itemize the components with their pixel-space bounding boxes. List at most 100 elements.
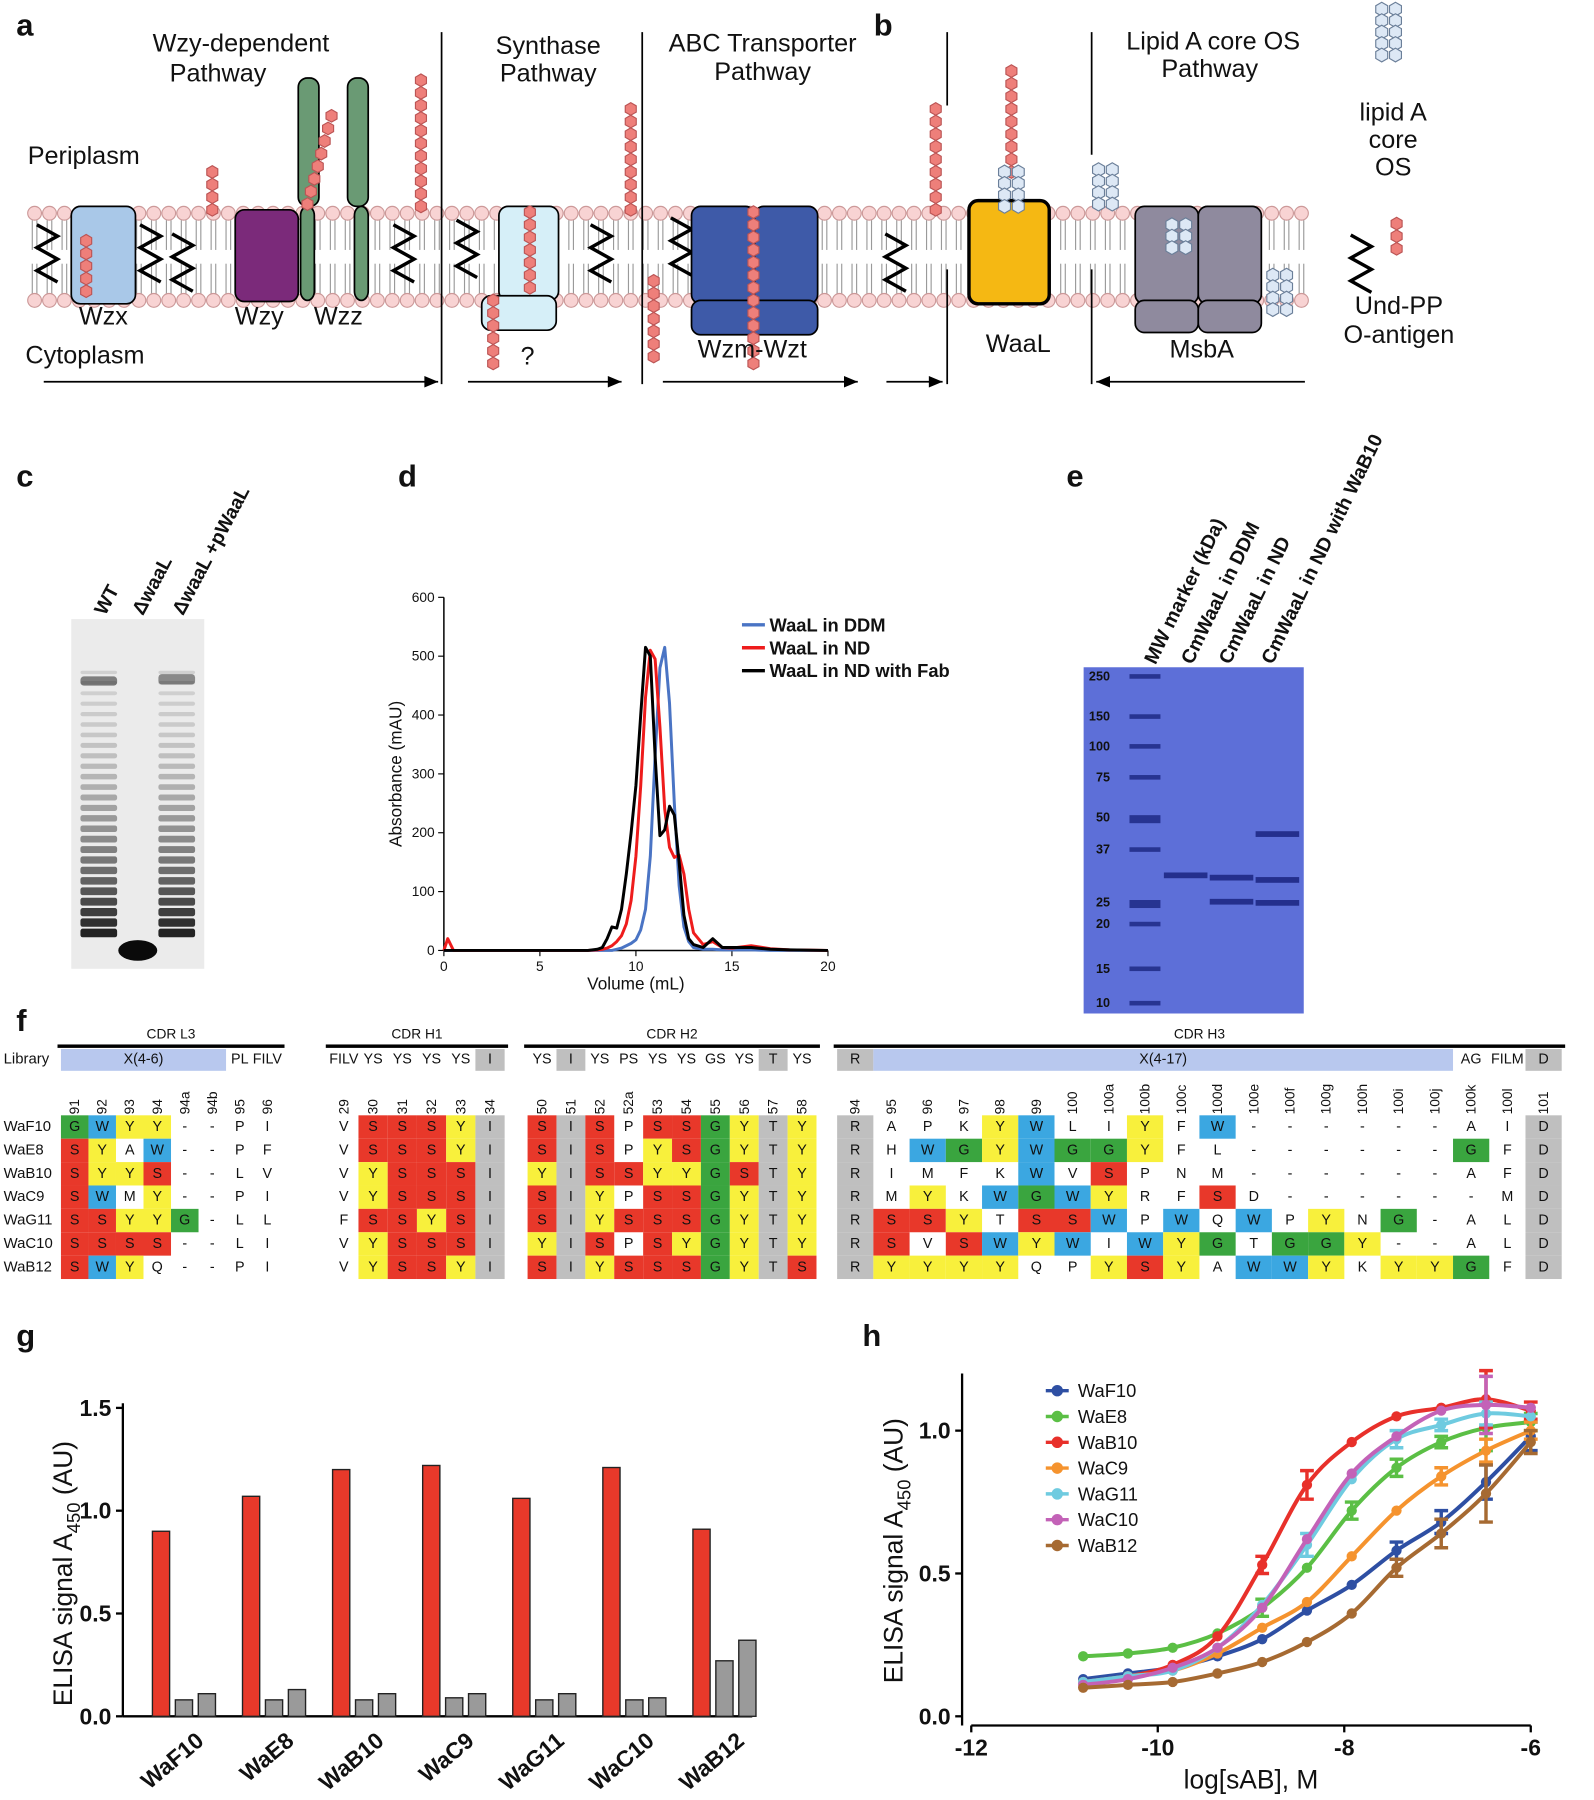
residue: Q	[152, 1259, 163, 1275]
sugar	[414, 123, 428, 138]
point	[1391, 1545, 1402, 1556]
residue-cell	[1199, 1115, 1236, 1139]
und-pp	[33, 223, 62, 284]
sugar	[1005, 114, 1018, 129]
residue: Y	[739, 1119, 749, 1135]
column-label: 99	[1029, 1099, 1044, 1114]
residue-cell	[729, 1162, 759, 1186]
residue-cell	[416, 1115, 447, 1139]
y-tick-label: 0.5	[919, 1560, 951, 1586]
heading: Wzy-dependent	[153, 30, 330, 58]
residue-cell	[1525, 1208, 1562, 1233]
residue: V	[339, 1189, 349, 1205]
residue-cell	[837, 1232, 874, 1256]
library-text: FILM	[1491, 1051, 1524, 1067]
residue-cell	[758, 1162, 788, 1186]
fit-curve	[1082, 1397, 1532, 1685]
residue: I	[488, 1189, 492, 1205]
column-label: 91	[67, 1099, 82, 1114]
residue-cell	[475, 1185, 505, 1209]
residue-cell	[1126, 1138, 1164, 1163]
point	[1525, 1402, 1536, 1413]
residue-cell	[585, 1138, 615, 1163]
residue-cell	[1199, 1185, 1236, 1209]
sugar	[1005, 89, 1018, 104]
residue: D	[1538, 1259, 1548, 1275]
residue: S	[456, 1236, 466, 1252]
residue-cell	[556, 1162, 586, 1186]
library-text: YS	[590, 1051, 609, 1067]
residue: P	[1140, 1166, 1150, 1182]
wzz	[353, 205, 370, 302]
gel-band	[1129, 966, 1161, 972]
residue: L	[1503, 1236, 1511, 1252]
legend-label: WaaL in ND with Fab	[769, 660, 949, 681]
residue: -	[1288, 1119, 1293, 1135]
point	[1301, 1479, 1313, 1491]
lipid-head	[429, 205, 445, 221]
residue-cell	[387, 1115, 417, 1139]
residue: Y	[1394, 1259, 1404, 1275]
lipid-head	[161, 205, 177, 221]
lipid-head	[1115, 205, 1131, 221]
residue: M	[124, 1189, 136, 1205]
gel-band	[158, 742, 196, 748]
residue: G	[958, 1142, 969, 1158]
residue: S	[682, 1142, 692, 1158]
residue-cell	[909, 1208, 946, 1233]
residue: Y	[368, 1259, 378, 1275]
residue: -	[1324, 1189, 1329, 1205]
residue: S	[427, 1259, 437, 1275]
lipid-head	[876, 292, 892, 308]
gel-band	[1255, 877, 1300, 883]
residue-cell	[1271, 1232, 1309, 1256]
residue: T	[996, 1213, 1005, 1229]
residue: Y	[595, 1213, 605, 1229]
gel-band	[80, 877, 118, 885]
residue: -	[1396, 1166, 1401, 1182]
lipid-head	[369, 292, 385, 308]
residue: -	[1251, 1142, 1256, 1158]
residue: S	[959, 1236, 969, 1252]
point	[1436, 1528, 1447, 1539]
residue-cell	[475, 1162, 505, 1186]
sugar	[301, 197, 314, 212]
residue-cell	[387, 1185, 417, 1209]
residue: Y	[739, 1142, 749, 1158]
heading: Pathway	[714, 58, 811, 86]
residue-cell	[909, 1255, 946, 1280]
point	[1301, 1596, 1313, 1608]
residue: -	[1360, 1189, 1365, 1205]
residue: W	[95, 1259, 109, 1275]
residue-cell	[643, 1232, 673, 1256]
residue-cell	[787, 1162, 817, 1186]
lipid-head	[951, 292, 967, 308]
residue-cell	[1018, 1208, 1055, 1233]
residue-cell	[1525, 1162, 1562, 1186]
residue: I	[488, 1166, 492, 1182]
gel-band	[158, 856, 196, 864]
bar	[534, 1699, 554, 1717]
residue: T	[769, 1213, 778, 1229]
point	[1391, 1462, 1402, 1473]
column-label: 101	[1536, 1091, 1551, 1114]
residue-cell	[358, 1185, 388, 1209]
gel-band	[1129, 714, 1161, 719]
column-label: 52a	[621, 1091, 636, 1114]
residue-cell	[700, 1162, 730, 1186]
sugar	[747, 293, 760, 308]
residue-cell	[556, 1208, 586, 1233]
residue: Y	[595, 1189, 605, 1205]
residue: S	[70, 1236, 80, 1252]
residue: Y	[537, 1236, 547, 1252]
residue: W	[1102, 1213, 1116, 1229]
sugar	[747, 217, 760, 232]
bar	[625, 1699, 644, 1717]
point	[1122, 1679, 1134, 1691]
sugar	[523, 205, 536, 220]
residue: R	[850, 1213, 860, 1229]
sugar	[624, 202, 637, 217]
residue-cell	[387, 1138, 417, 1163]
residue: S	[398, 1142, 408, 1158]
library-text: PS	[619, 1051, 638, 1067]
